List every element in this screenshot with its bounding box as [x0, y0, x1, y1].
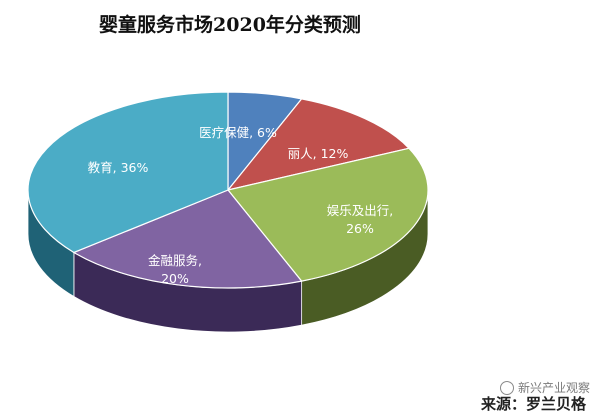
- slice-label-1: 丽人, 12%: [288, 146, 349, 161]
- chart-title: 婴童服务市场2020年分类预测: [99, 14, 361, 36]
- slice-label-2: 娱乐及出行, 26%: [327, 203, 393, 236]
- slice-label-3: 金融服务, 20%: [148, 253, 202, 286]
- watermark: 新兴产业观察: [499, 379, 590, 396]
- pie-slice-3: [72, 189, 303, 289]
- pie-slice-1: [226, 98, 411, 191]
- watermark-text: 新兴产业观察: [517, 381, 590, 395]
- pie-slice-4: [27, 91, 229, 254]
- slice-label-0: 医疗保健, 6%: [199, 125, 277, 140]
- wechat-icon: [499, 380, 514, 395]
- slice-label-4: 教育, 36%: [88, 160, 149, 175]
- source-note: 来源：罗兰贝格: [480, 395, 586, 413]
- pie-slice-2: [226, 147, 429, 282]
